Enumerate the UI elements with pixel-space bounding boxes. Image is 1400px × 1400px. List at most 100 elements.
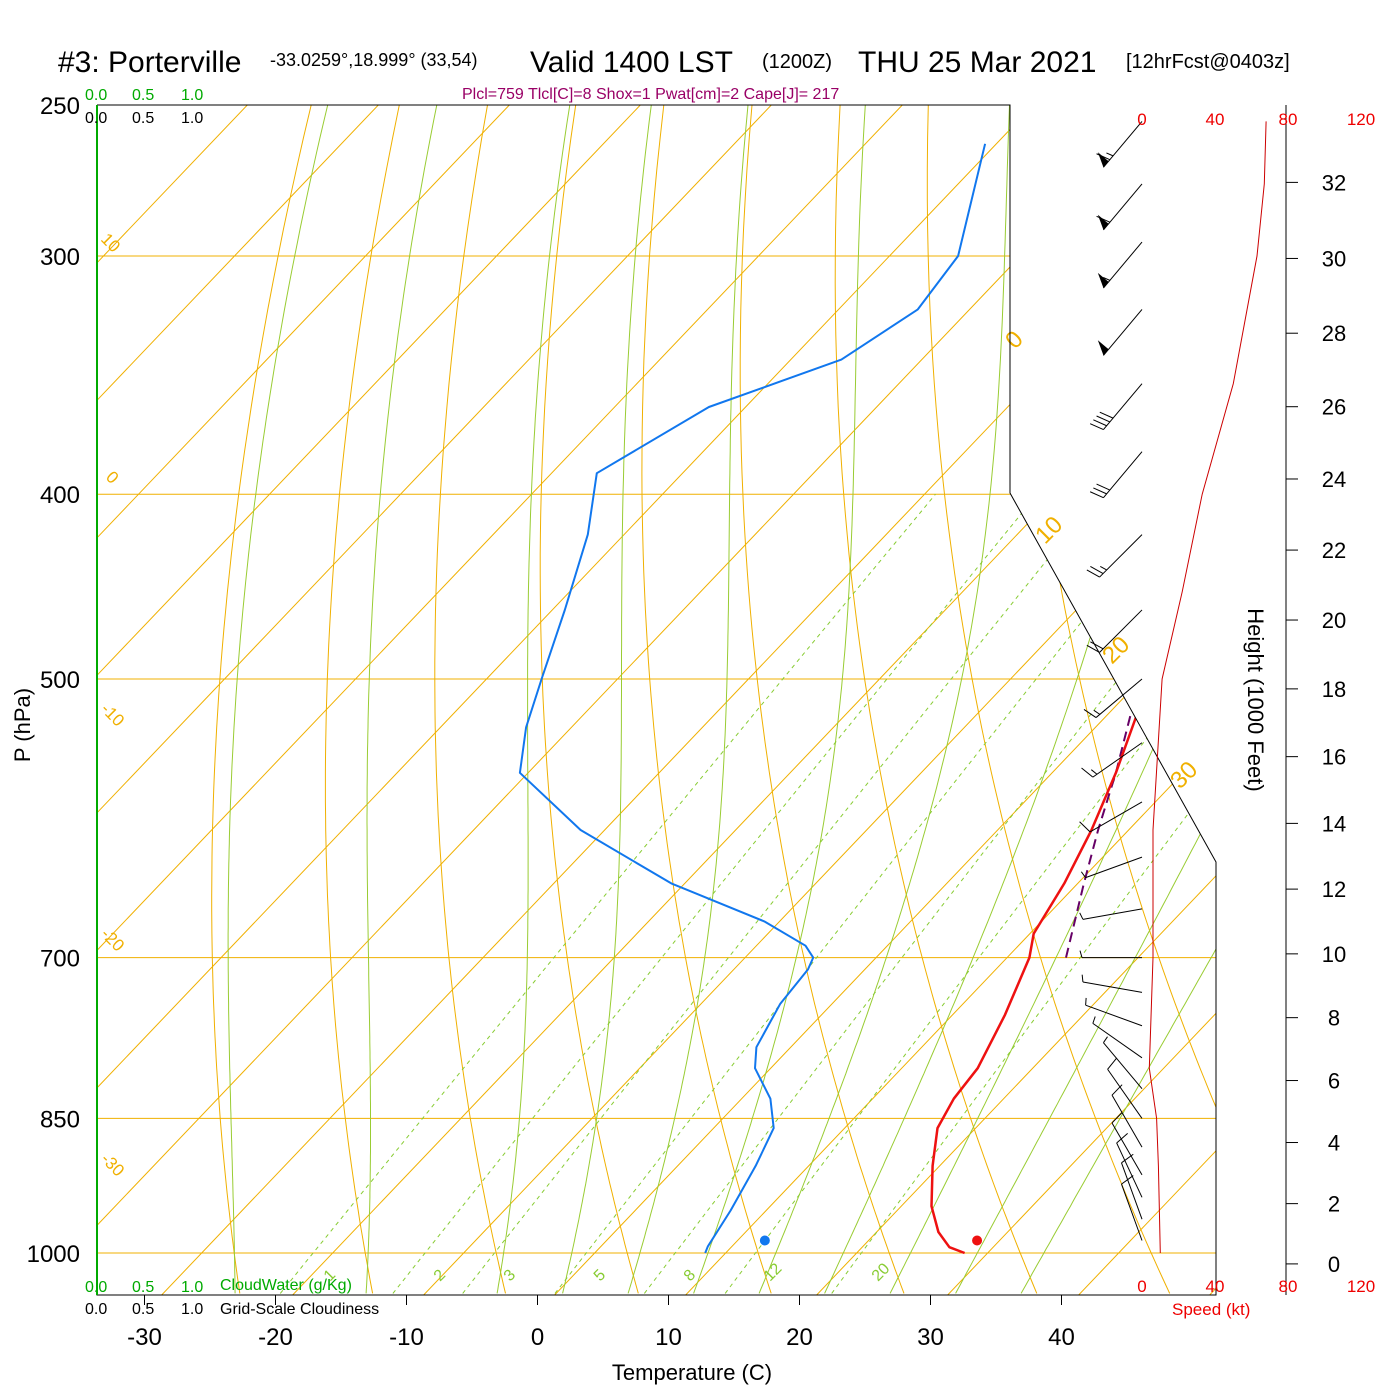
- isotherm: [930, 105, 1216, 1295]
- isotherm: [97, 105, 698, 1295]
- dry-adiabat: [739, 105, 905, 1294]
- cloud-scale-top-black-1: 0.5: [132, 110, 154, 127]
- wind-barb: [1116, 1133, 1143, 1198]
- wind-barb: [1103, 1036, 1143, 1089]
- height-tick-label: 16: [1322, 745, 1346, 770]
- wind-barb-staff: [1107, 1068, 1143, 1119]
- wind-barb-half: [1103, 1036, 1108, 1043]
- speed-tick-top-2: 80: [1279, 110, 1298, 129]
- plot-frame: [96, 104, 1217, 1296]
- height-tick-label: 32: [1322, 170, 1346, 195]
- moist-adiabat: [365, 105, 480, 1294]
- speed-tick-bottom-1: 40: [1206, 1277, 1225, 1296]
- isotherm: [406, 105, 1216, 1295]
- wind-barb-half: [1100, 565, 1107, 571]
- dry-adiabat: [641, 105, 772, 1294]
- cloud-scale-bottom-black-2: 1.0: [181, 1301, 203, 1318]
- isotherm: [97, 105, 829, 1295]
- isotherm-label: 0: [1000, 326, 1029, 355]
- height-tick-label: 18: [1322, 677, 1346, 702]
- cloud-scale-top-black-0: 0.0: [85, 110, 107, 127]
- station-coords: -33.0259°,18.999° (33,54): [270, 50, 478, 70]
- isotherm-label: -10: [97, 699, 128, 730]
- wind-barb-staff: [1085, 1004, 1143, 1027]
- dry-adiabat: [926, 105, 1171, 1294]
- wind-barb: [1111, 1112, 1143, 1176]
- height-tick-label: 12: [1322, 877, 1346, 902]
- cloud-scale-bottom-black-0: 0.0: [85, 1301, 107, 1318]
- cloud-scale-top-black-2: 1.0: [181, 110, 203, 127]
- cloud-scale-bottom-green-1: 0.5: [132, 1279, 154, 1296]
- height-tick-label: 14: [1322, 811, 1346, 836]
- cloud-scale-top-green-1: 0.5: [132, 87, 154, 104]
- wind-barb-staff: [1103, 1042, 1143, 1089]
- wind-barb-full: [1081, 767, 1094, 778]
- wind-barb-staff: [1116, 1142, 1143, 1198]
- wind-barb-full: [1096, 215, 1111, 223]
- wind-barb-staff: [1111, 1094, 1143, 1148]
- chart-grid: [97, 105, 1216, 1295]
- height-tick-label: 6: [1328, 1069, 1340, 1094]
- moist-adiabat: [562, 105, 681, 1294]
- cloud-scale-bottom-green-2: 1.0: [181, 1279, 203, 1296]
- dry-adiabat: [834, 105, 1038, 1294]
- wind-barb-staff: [1103, 121, 1143, 168]
- isotherm-label: 10: [97, 229, 124, 256]
- wind-barb-half: [1080, 871, 1087, 878]
- wind-barb: [1096, 121, 1143, 168]
- wind-barb-half: [1092, 1016, 1096, 1024]
- valid-time: Valid 1400 LST: [530, 46, 733, 79]
- height-tick-label: 8: [1328, 1006, 1340, 1031]
- mixing-ratio-label: 20: [869, 1260, 894, 1285]
- moist-adiabat: [955, 105, 1216, 1294]
- wind-barb-staff: [1103, 241, 1143, 289]
- wind-barb-full: [1079, 821, 1091, 833]
- station-title: #3: Porterville: [58, 46, 241, 79]
- wind-barb-half: [1093, 709, 1101, 715]
- mixing-ratio-line: [279, 493, 936, 1294]
- wind-barb-full: [1086, 569, 1100, 578]
- speed-tick-top-1: 40: [1206, 110, 1225, 129]
- wind-barb-staff: [1121, 1183, 1143, 1241]
- x-tick-label: 0: [531, 1324, 544, 1351]
- mixing-ratio-label: 2: [431, 1266, 449, 1284]
- dry-adiabat: [324, 105, 444, 1294]
- surface-dewpoint-dot: [759, 1235, 770, 1246]
- y-tick-label: 700: [40, 946, 80, 973]
- cloud-scale-top-green-2: 1.0: [181, 87, 203, 104]
- wind-barb-staff: [1082, 981, 1143, 993]
- wind-barb: [1086, 534, 1143, 578]
- temperature-profile: [930, 143, 1216, 1255]
- height-tick-label: 20: [1322, 608, 1346, 633]
- wind-barb: [1085, 997, 1143, 1027]
- height-tick-label: 0: [1328, 1252, 1340, 1277]
- moist-adiabat: [227, 105, 377, 1294]
- mixing-ratio-label: 5: [591, 1266, 609, 1284]
- moist-adiabat: [824, 105, 1193, 1294]
- cloud-scale-top: 0.0 0.5 1.0 0.0 0.5 1.0: [85, 87, 203, 127]
- moist-adiabat: [693, 105, 883, 1294]
- moist-adiabat: [627, 105, 772, 1294]
- isotherm-label: 10: [1030, 511, 1068, 549]
- y-tick-label: 1000: [27, 1241, 80, 1268]
- cloud-scale-bottom: 0.0 0.5 1.0 CloudWater (g/Kg) 0.0 0.5 1.…: [85, 1277, 379, 1318]
- isotherm-label: 30: [1165, 756, 1203, 794]
- speed-tick-bottom-3: 120: [1347, 1277, 1375, 1296]
- isotherm-label: -20: [97, 924, 128, 955]
- wind-barb: [1079, 908, 1143, 920]
- isotherm: [1192, 105, 1216, 1295]
- x-tick-label: -10: [389, 1324, 424, 1351]
- height-axis-title: Height (1000 Feet): [1243, 608, 1268, 791]
- wind-barb-staff: [1092, 742, 1143, 778]
- wind-barb-half: [1079, 912, 1084, 920]
- wind-barb-half: [1103, 276, 1111, 281]
- mixing-ratio-line: [831, 493, 1216, 1294]
- isotherm: [97, 105, 960, 1295]
- y-tick-label: 250: [40, 93, 80, 120]
- y-tick-label: 850: [40, 1106, 80, 1133]
- wind-barb: [1083, 678, 1143, 718]
- y-tick-label: 400: [40, 482, 80, 509]
- wind-barb-half: [1079, 950, 1083, 958]
